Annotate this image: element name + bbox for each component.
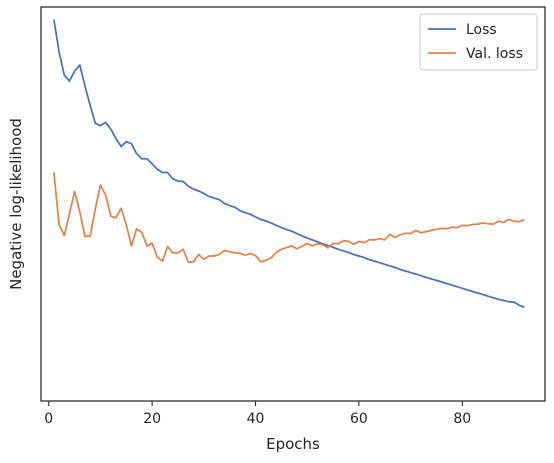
x-tick-label: 20 — [143, 411, 161, 427]
x-axis-label: Epochs — [266, 435, 320, 453]
legend-label: Loss — [466, 22, 497, 38]
y-axis-label: Negative log-likelihood — [7, 118, 25, 290]
legend-box — [419, 13, 538, 71]
series-line-val-loss — [53, 172, 525, 264]
x-tick-label: 80 — [453, 411, 471, 427]
legend: Loss Val. loss — [419, 13, 538, 71]
x-tick-label: 40 — [247, 411, 265, 427]
x-axis-ticks: 0 20 40 60 80 — [44, 401, 471, 427]
x-tick-label: 0 — [44, 411, 53, 427]
plot-frame — [40, 6, 546, 402]
legend-label: Val. loss — [466, 46, 523, 62]
chart-marks — [53, 19, 525, 309]
series-line-loss — [53, 19, 525, 309]
x-tick-label: 60 — [350, 411, 368, 427]
